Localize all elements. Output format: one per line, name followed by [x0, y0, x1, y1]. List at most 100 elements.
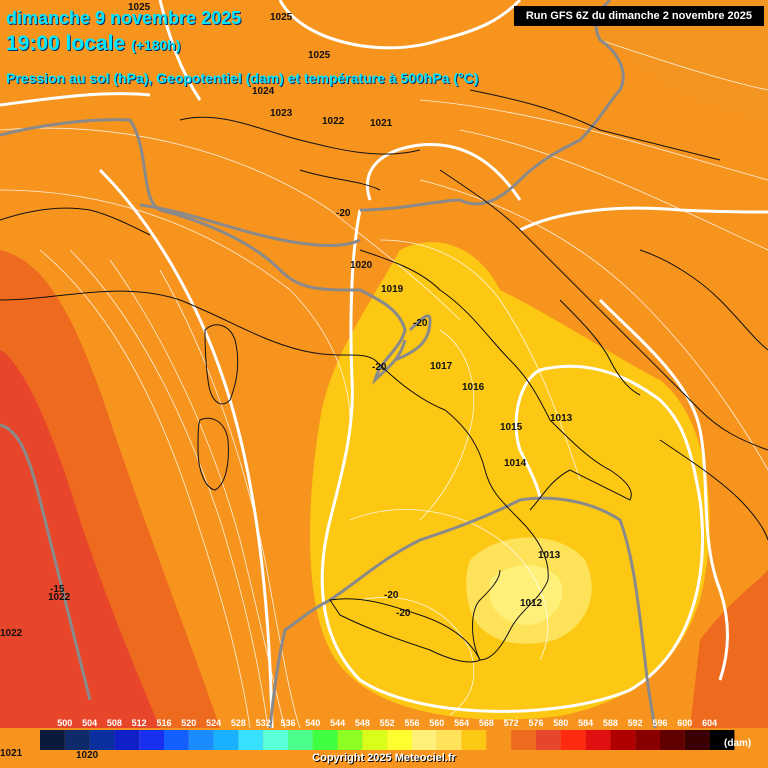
- legend-swatch: [362, 730, 388, 750]
- legend-value: 592: [628, 718, 643, 728]
- isobar-label: 1025: [128, 2, 151, 13]
- isobar-label: 1025: [270, 12, 293, 23]
- legend-swatch: [536, 730, 561, 750]
- isobar-label: 1013: [538, 550, 561, 561]
- isobar-label: 1022: [0, 628, 23, 639]
- temperature-label: -15: [50, 584, 65, 595]
- legend-value: 568: [479, 718, 494, 728]
- legend-value: 572: [504, 718, 519, 728]
- legend-swatch: [312, 730, 338, 750]
- grey-contours: [0, 0, 657, 729]
- legend-value: 536: [280, 718, 295, 728]
- isobar-label: 1017: [430, 361, 453, 372]
- legend-value: 580: [553, 718, 568, 728]
- isobar-label: 1014: [504, 458, 527, 469]
- legend-value: 576: [528, 718, 543, 728]
- legend-value: 544: [330, 718, 345, 728]
- legend-swatch: [89, 730, 115, 750]
- legend-swatch: [238, 730, 264, 750]
- field-pale-yellow: [490, 565, 563, 625]
- legend-value: 516: [156, 718, 171, 728]
- legend-swatch: [486, 730, 512, 750]
- legend-value: 560: [429, 718, 444, 728]
- legend-swatch: [288, 730, 313, 750]
- field-dark-orange-ne: [560, 0, 768, 120]
- isobar-label: 1012: [520, 598, 543, 609]
- legend-value: 552: [380, 718, 395, 728]
- forecast-offset: (+180h): [131, 37, 181, 53]
- legend-unit: (dam): [724, 738, 751, 749]
- temperature-label: -20: [413, 318, 428, 329]
- legend-value: 512: [132, 718, 147, 728]
- isobar-label: 1016: [462, 382, 485, 393]
- legend-swatch: [511, 730, 536, 750]
- field-dark-orange-se: [690, 570, 768, 728]
- legend-swatch: [213, 730, 239, 750]
- legend-swatch: [709, 730, 735, 750]
- legend-swatch: [263, 730, 288, 750]
- legend-swatch: [585, 730, 611, 750]
- legend-swatch: [610, 730, 636, 750]
- legend-swatches: [40, 730, 735, 750]
- legend-swatch: [560, 730, 586, 750]
- legend-value: 528: [231, 718, 246, 728]
- forecast-time-main: 19:00 locale: [6, 32, 126, 55]
- legend-values: 500 504 508 512 516 520 524 528 532 536 540 544 548 5…: [57, 718, 717, 728]
- legend-swatch: [387, 730, 412, 750]
- legend-value: 596: [652, 718, 667, 728]
- legend-value: 588: [603, 718, 618, 728]
- legend-value: 556: [404, 718, 419, 728]
- legend-value: 564: [454, 718, 469, 728]
- temperature-label: -20: [336, 208, 351, 219]
- isobar-label: 1013: [550, 413, 573, 424]
- legend-value: 508: [107, 718, 122, 728]
- run-info: Run GFS 6Z du dimanche 2 novembre 2025: [513, 6, 764, 26]
- legend-swatch: [436, 730, 462, 750]
- isobar-label: 1022: [322, 116, 345, 127]
- legend-swatch: [64, 730, 90, 750]
- legend-value: 600: [677, 718, 692, 728]
- temperature-label: -20: [384, 590, 399, 601]
- isobar-label: 1020: [76, 750, 99, 761]
- temperature-label: -20: [396, 608, 411, 619]
- coastlines: [0, 89, 768, 663]
- legend-swatch: [660, 730, 685, 750]
- legend-swatch: [684, 730, 710, 750]
- legend-value: 524: [206, 718, 221, 728]
- isobars: [0, 0, 768, 729]
- forecast-date: dimanche 9 novembre 2025: [6, 8, 242, 28]
- legend-swatch: [461, 730, 487, 750]
- thin-contours: [0, 39, 768, 729]
- isobar-label: 1021: [0, 748, 23, 759]
- legend-value: 604: [702, 718, 717, 728]
- legend-swatch: [114, 730, 140, 750]
- legend-swatch: [412, 730, 437, 750]
- legend-swatch: [188, 730, 214, 750]
- isobar-label: 1015: [500, 422, 523, 433]
- legend-value: 532: [256, 718, 271, 728]
- legend-value: 500: [57, 718, 72, 728]
- copyright: Copyright 2025 Meteociel.fr: [312, 752, 456, 764]
- isobar-label: 1023: [270, 108, 293, 119]
- legend: 500 504 508 512 516 520 524 528 532 536 540 544 548 5…: [40, 718, 751, 750]
- legend-swatch: [635, 730, 660, 750]
- isobar-label: 1022: [48, 592, 71, 603]
- legend-swatch: [164, 730, 189, 750]
- legend-swatch: [337, 730, 363, 750]
- legend-value: 504: [82, 718, 97, 728]
- legend-value: 520: [181, 718, 196, 728]
- legend-value: 584: [578, 718, 593, 728]
- isobar-label: 1025: [308, 50, 331, 61]
- legend-value: 548: [355, 718, 370, 728]
- temperature-label: -20: [372, 362, 387, 373]
- map-subtitle: Pression au sol (hPa), Geopotentiel (dam…: [6, 70, 479, 86]
- isobar-label: 1019: [381, 284, 404, 295]
- forecast-time: 19:00 locale (+180h): [6, 32, 181, 56]
- isobar-label: 1020: [350, 260, 373, 271]
- legend-swatch: [40, 730, 65, 750]
- isobar-label: 1021: [370, 118, 393, 129]
- isobar-label: 1024: [252, 86, 275, 97]
- legend-swatch: [139, 730, 164, 750]
- temperature-labels: -20 -20 -20 -20 -20 -15: [50, 208, 428, 619]
